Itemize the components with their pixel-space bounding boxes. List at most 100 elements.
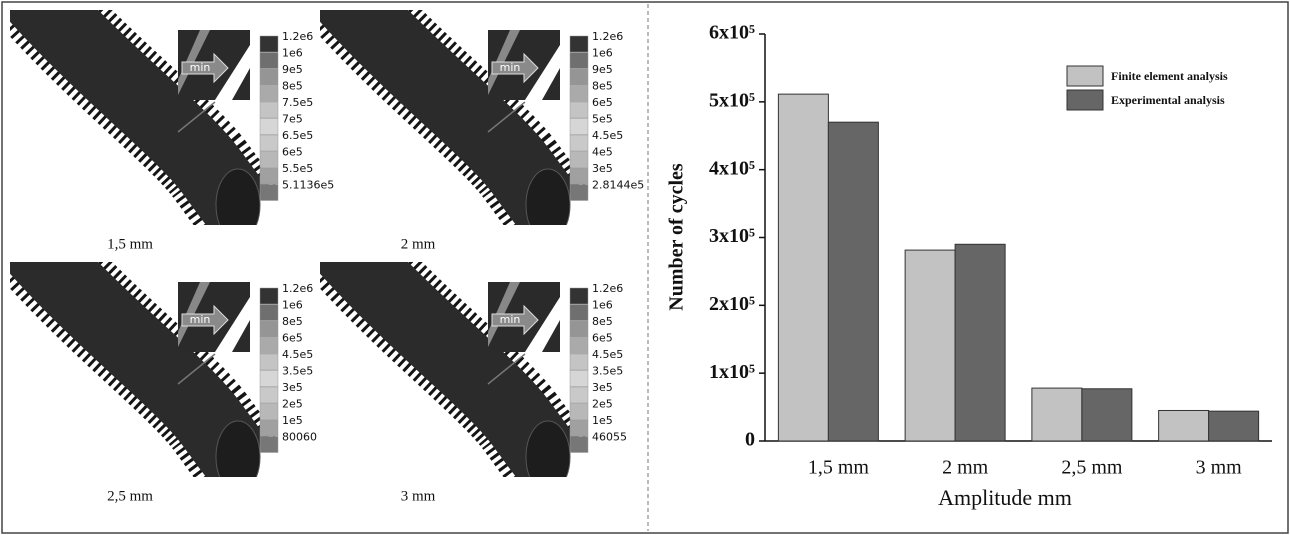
color-swatch	[260, 288, 278, 304]
color-swatch	[570, 69, 588, 85]
legend-swatch	[1067, 90, 1103, 110]
legend-label: 2.8144e5	[592, 179, 644, 192]
legend-label: 1e6	[282, 47, 303, 60]
bar	[955, 244, 1005, 441]
legend-label: 6e5	[592, 96, 613, 109]
y-tick-label: 3x10⁵	[709, 225, 755, 247]
tube-end	[526, 421, 570, 493]
tube-body	[340, 242, 555, 467]
legend-label: Finite element analysis	[1111, 69, 1228, 83]
color-swatch	[570, 36, 588, 52]
legend-label: 4.5e5	[592, 348, 623, 361]
legend-label: 7e5	[282, 113, 303, 126]
legend-label: 1e5	[592, 414, 613, 427]
color-swatch	[570, 371, 588, 387]
bar	[1032, 388, 1082, 441]
color-swatch	[260, 36, 278, 52]
legend-label: 3.5e5	[592, 365, 623, 378]
color-swatch	[260, 135, 278, 151]
legend-label: 5e5	[592, 113, 613, 126]
inset-label: min	[190, 61, 211, 74]
inset-label: min	[500, 61, 521, 74]
tube-body	[30, 242, 245, 467]
color-swatch	[570, 321, 588, 337]
panel-label: 2 mm	[401, 236, 436, 252]
color-swatch	[570, 102, 588, 118]
legend-label: 4.5e5	[592, 129, 623, 142]
legend-label: 46055	[592, 431, 627, 444]
panel-label: 1,5 mm	[107, 236, 153, 252]
legend-label: 4e5	[592, 146, 613, 159]
y-tick-label: 4x10⁵	[709, 157, 755, 179]
color-swatch	[260, 321, 278, 337]
legend-swatch	[1067, 66, 1103, 86]
color-swatch	[260, 168, 278, 184]
bar	[1209, 411, 1259, 441]
fea-panel: min1.2e61e69e58e57.5e57e56.5e56e55.5e55.…	[30, 0, 334, 252]
color-swatch	[260, 354, 278, 370]
tube-end	[216, 421, 260, 493]
x-tick-label: 2 mm	[942, 457, 989, 479]
x-axis-title: Amplitude mm	[938, 485, 1072, 510]
fea-panel: min1.2e61e68e56e54.5e53.5e53e52e51e54605…	[340, 242, 627, 504]
color-swatch	[570, 185, 588, 201]
legend-label: 1e6	[592, 299, 613, 312]
y-axis-title: Number of cycles	[666, 163, 688, 311]
bar	[1159, 410, 1209, 441]
color-swatch	[260, 387, 278, 403]
legend-label: Experimental analysis	[1111, 93, 1225, 107]
y-tick-label: 6x10⁵	[709, 22, 755, 44]
inset-label: min	[190, 313, 211, 326]
x-tick-label: 2,5 mm	[1061, 457, 1123, 479]
fea-image	[340, 242, 570, 493]
legend-label: 8e5	[282, 80, 303, 93]
color-swatch	[570, 168, 588, 184]
legend-label: 9e5	[592, 63, 613, 76]
legend-label: 3e5	[592, 381, 613, 394]
x-tick-label: 1,5 mm	[808, 457, 870, 479]
fea-panel: min 1.2e6 1e6 9e5 8e5 6e5 5e5 4.5e5 4e5 3e5 2.8144…	[340, 0, 644, 252]
color-swatch	[570, 86, 588, 102]
fea-panel: min1.2e61e68e56e54.5e53.5e53e52e51e58006…	[30, 242, 317, 504]
y-tick-label: 2x10⁵	[709, 293, 755, 315]
legend-label: 3.5e5	[282, 365, 313, 378]
bar	[1082, 389, 1132, 441]
color-swatch	[260, 371, 278, 387]
color-swatch	[260, 119, 278, 135]
y-tick-label: 0	[745, 429, 755, 451]
color-swatch	[570, 354, 588, 370]
legend-label: 8e5	[592, 80, 613, 93]
color-swatch	[570, 119, 588, 135]
panel-label: 2,5 mm	[107, 488, 153, 504]
legend-label: 1e5	[282, 414, 303, 427]
legend-label: 2e5	[592, 398, 613, 411]
y-tick-label: 1x10⁵	[709, 361, 755, 383]
figure: Number of cycles Amplitude mm min 1.2e6 1e…	[0, 0, 1290, 535]
bar	[778, 94, 828, 441]
legend-label: 1.2e6	[282, 30, 313, 43]
legend-label: 5.5e5	[282, 162, 313, 175]
tube-end	[216, 169, 260, 241]
color-swatch	[260, 305, 278, 321]
y-tick-label: 5x10⁵	[709, 89, 755, 111]
legend-label: 1e6	[592, 47, 613, 60]
legend-label: 1.2e6	[592, 282, 623, 295]
color-swatch	[260, 102, 278, 118]
fea-image	[30, 242, 260, 493]
legend-label: 3e5	[592, 162, 613, 175]
color-swatch	[260, 338, 278, 354]
legend-label: 5.1136e5	[282, 179, 334, 192]
legend-label: 1.2e6	[282, 282, 313, 295]
legend-label: 6e5	[282, 332, 303, 345]
legend-label: 4.5e5	[282, 348, 313, 361]
color-swatch	[570, 152, 588, 168]
color-swatch	[260, 404, 278, 420]
legend-label: 3e5	[282, 381, 303, 394]
bar	[905, 250, 955, 441]
legend-label: 80060	[282, 431, 317, 444]
color-swatch	[260, 185, 278, 201]
legend-label: 1e6	[282, 299, 303, 312]
legend-label: 7.5e5	[282, 96, 313, 109]
color-swatch	[570, 404, 588, 420]
legend-label: 1.2e6	[592, 30, 623, 43]
